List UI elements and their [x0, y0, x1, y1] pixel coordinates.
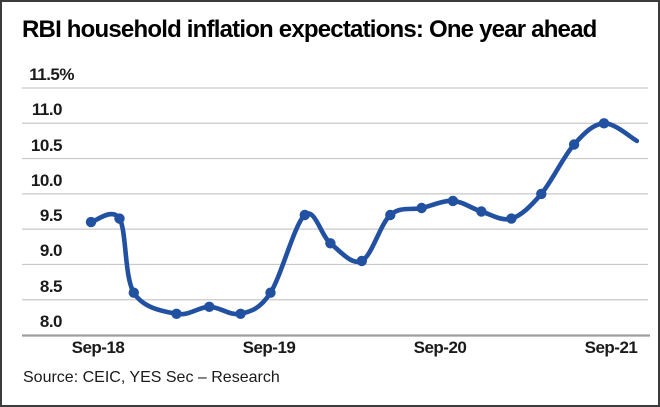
data-point-marker [265, 287, 276, 298]
data-point-marker [506, 213, 517, 224]
y-tick-label: 10.5 [30, 135, 63, 155]
y-tick-label: 11.5% [29, 65, 74, 84]
source-note: Source: CEIC, YES Sec – Research [23, 369, 280, 386]
data-point-marker [171, 308, 182, 319]
data-point-marker [385, 209, 396, 221]
inflation-line [88, 121, 640, 317]
x-tick-label: Sep-20 [413, 338, 467, 357]
data-point-marker [598, 118, 610, 129]
y-tick-label: 10.0 [30, 170, 63, 190]
x-tick-label: Sep-18 [71, 338, 125, 357]
data-point-marker [568, 139, 580, 150]
y-tick-label: 9.5 [39, 206, 63, 226]
data-point-marker [235, 308, 246, 319]
data-point-marker [85, 216, 97, 228]
y-tick-label: 9.0 [39, 241, 63, 261]
data-point-marker [204, 301, 215, 312]
data-point-marker [416, 202, 427, 214]
x-tick-label: Sep-19 [242, 338, 296, 357]
data-point-marker [299, 209, 310, 221]
data-point-marker [128, 287, 139, 298]
data-point-marker [536, 188, 547, 200]
data-point-marker [356, 255, 367, 267]
y-tick-label: 11.0 [31, 100, 63, 120]
data-point-marker [325, 238, 336, 249]
x-tick-label: Sep-21 [584, 338, 638, 357]
data-point-marker [447, 195, 459, 207]
y-tick-label: 8.0 [39, 312, 63, 331]
y-tick-label: 8.5 [39, 276, 63, 296]
data-point-marker [114, 213, 125, 224]
chart-title: RBI household inflation expectations: On… [22, 16, 597, 43]
data-point-marker [476, 206, 487, 217]
